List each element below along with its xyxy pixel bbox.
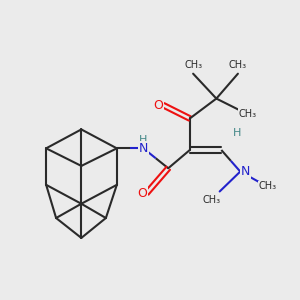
Text: H: H <box>139 135 148 145</box>
Text: N: N <box>241 165 250 178</box>
Text: CH₃: CH₃ <box>229 60 247 70</box>
Text: CH₃: CH₃ <box>239 109 257 118</box>
Text: H: H <box>233 128 241 138</box>
Text: O: O <box>153 99 163 112</box>
Text: CH₃: CH₃ <box>184 60 202 70</box>
Text: O: O <box>137 187 147 200</box>
Text: N: N <box>139 142 148 155</box>
Text: CH₃: CH₃ <box>259 182 277 191</box>
Text: CH₃: CH₃ <box>202 195 220 205</box>
